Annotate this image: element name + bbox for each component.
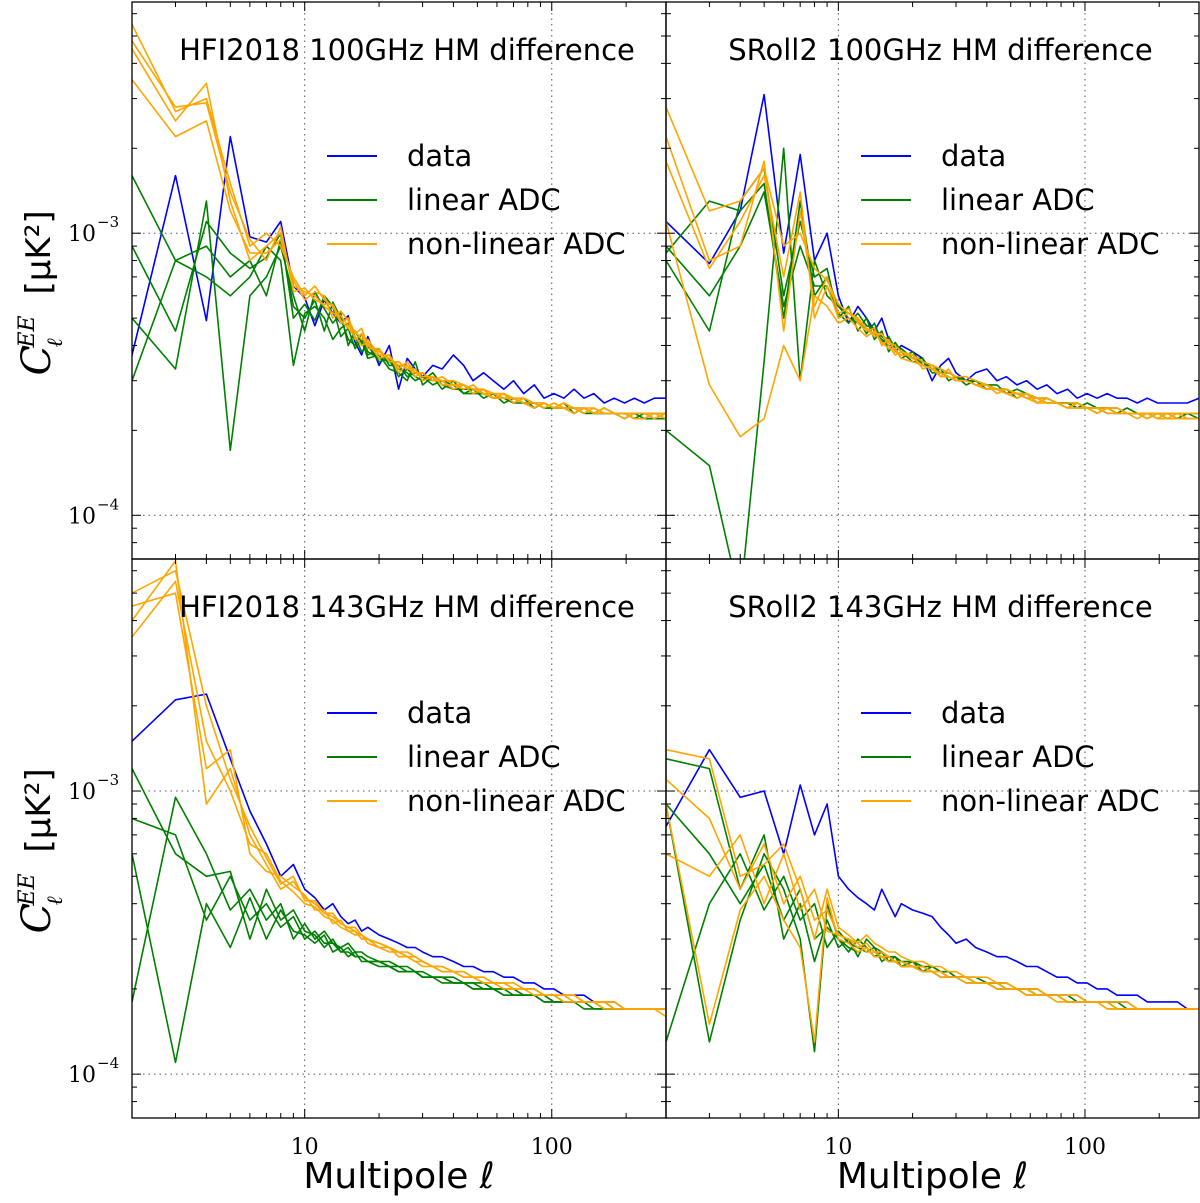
grid — [666, 2, 1199, 559]
y-tick-base: 10 — [68, 1063, 96, 1088]
legend: data linear ADC non-linear ADC — [327, 139, 626, 261]
chart-panel-2: SRoll2 100GHz HM difference data linear AD… — [665, 1, 1200, 560]
series-non-linear-adc-4 — [132, 40, 666, 420]
legend-label-linear: linear ADC — [941, 740, 1095, 774]
chart-panel-3: HFI2018 143GHz HM difference data linear A… — [14, 558, 667, 1197]
series-non-linear-adc-3 — [132, 79, 666, 420]
y-tick-exponent: −3 — [97, 213, 119, 231]
legend-label-nonlinear: non-linear ADC — [407, 784, 626, 818]
y-axis-label: CEE ℓ [μK²] — [14, 210, 68, 375]
y-tick-label: 10 −3 — [68, 213, 119, 247]
y-label-units: [μK²] — [19, 768, 59, 852]
ticks — [131, 2, 666, 560]
y-label-superscript: EE — [15, 315, 40, 348]
ticks — [131, 559, 666, 1119]
y-tick-label: 10 −3 — [68, 771, 119, 805]
chart-title: HFI2018 143GHz HM difference — [179, 590, 635, 624]
series-non-linear-adc-1 — [132, 23, 666, 415]
y-label-symbol: C — [14, 903, 60, 934]
ticks — [665, 559, 1199, 1119]
y-tick-exponent: −4 — [97, 1054, 119, 1072]
y-tick-label: 10 −4 — [68, 495, 119, 529]
series-non-linear-adc-1 — [666, 106, 1199, 415]
legend: data linear ADC non-linear ADC — [861, 139, 1160, 261]
series-group — [132, 23, 666, 452]
y-label-subscript: ℓ — [43, 338, 68, 348]
chart-title: SRoll2 143GHz HM difference — [728, 590, 1152, 624]
legend-label-data: data — [407, 696, 472, 730]
x-tick-label: 10 — [824, 1135, 852, 1160]
legend-label-linear: linear ADC — [407, 740, 561, 774]
legend-label-data: data — [407, 139, 472, 173]
series-linear-adc-1 — [132, 796, 666, 1010]
legend: data linear ADC non-linear ADC — [861, 696, 1160, 818]
series-linear-adc-4 — [132, 817, 666, 1010]
series-non-linear-adc-2 — [666, 803, 1199, 1043]
chart-title: SRoll2 100GHz HM difference — [728, 33, 1152, 67]
y-label-subscript: ℓ — [43, 896, 68, 906]
x-tick-label: 10 — [291, 1135, 319, 1160]
x-axis-label: Multipole ℓ — [837, 1156, 1028, 1197]
chart-panel-1: HFI2018 100GHz HM difference data linear A… — [14, 1, 667, 560]
chart-title: HFI2018 100GHz HM difference — [179, 33, 635, 67]
legend-label-linear: linear ADC — [407, 183, 561, 217]
series-group — [666, 748, 1199, 1053]
series-linear-adc-2 — [666, 803, 1199, 1053]
legend-label-nonlinear: non-linear ADC — [941, 784, 1160, 818]
series-linear-adc-2 — [132, 175, 666, 420]
series-data — [132, 693, 666, 1010]
legend-label-nonlinear: non-linear ADC — [407, 227, 626, 261]
series-non-linear-adc-3 — [666, 834, 1199, 1010]
series-non-linear-adc-2 — [666, 136, 1199, 420]
chart-panel-4: SRoll2 143GHz HM difference data linear AD… — [665, 558, 1200, 1197]
y-tick-base: 10 — [68, 780, 96, 805]
grid — [666, 559, 1199, 1118]
axes-frame — [665, 558, 1200, 1119]
series-linear-adc-2 — [666, 182, 1199, 420]
x-tick-label: 100 — [1064, 1135, 1106, 1160]
y-axis-label: CEE ℓ [μK²] — [14, 768, 68, 933]
y-tick-exponent: −4 — [97, 495, 119, 513]
series-group — [132, 560, 666, 1064]
legend-label-data: data — [941, 696, 1006, 730]
series-non-linear-adc-4 — [132, 569, 666, 1010]
y-tick-base: 10 — [68, 222, 96, 247]
legend-label-nonlinear: non-linear ADC — [941, 227, 1160, 261]
series-linear-adc-3 — [666, 852, 1199, 1043]
y-label-units: [μK²] — [19, 210, 59, 294]
series-linear-adc-3 — [132, 853, 666, 1064]
series-group — [666, 93, 1199, 559]
y-label-superscript: EE — [15, 873, 40, 906]
series-non-linear-adc-4 — [666, 160, 1199, 420]
axes-frame — [131, 558, 667, 1119]
y-tick-base: 10 — [68, 504, 96, 529]
legend: data linear ADC non-linear ADC — [327, 696, 626, 818]
x-axis-label: Multipole ℓ — [303, 1156, 494, 1197]
legend-label-data: data — [941, 139, 1006, 173]
series-non-linear-adc-4 — [666, 778, 1199, 1010]
ticks — [665, 2, 1199, 560]
axes-frame — [665, 1, 1200, 560]
y-tick-exponent: −3 — [97, 771, 119, 789]
y-tick-label: 10 −4 — [68, 1054, 119, 1088]
y-label-symbol: C — [14, 345, 60, 376]
grid — [132, 559, 666, 1118]
series-linear-adc-1 — [666, 147, 1199, 559]
x-tick-label: 100 — [531, 1135, 573, 1160]
legend-label-linear: linear ADC — [941, 183, 1095, 217]
grid — [132, 2, 666, 559]
series-linear-adc-4 — [132, 238, 666, 420]
series-data — [666, 748, 1199, 1010]
